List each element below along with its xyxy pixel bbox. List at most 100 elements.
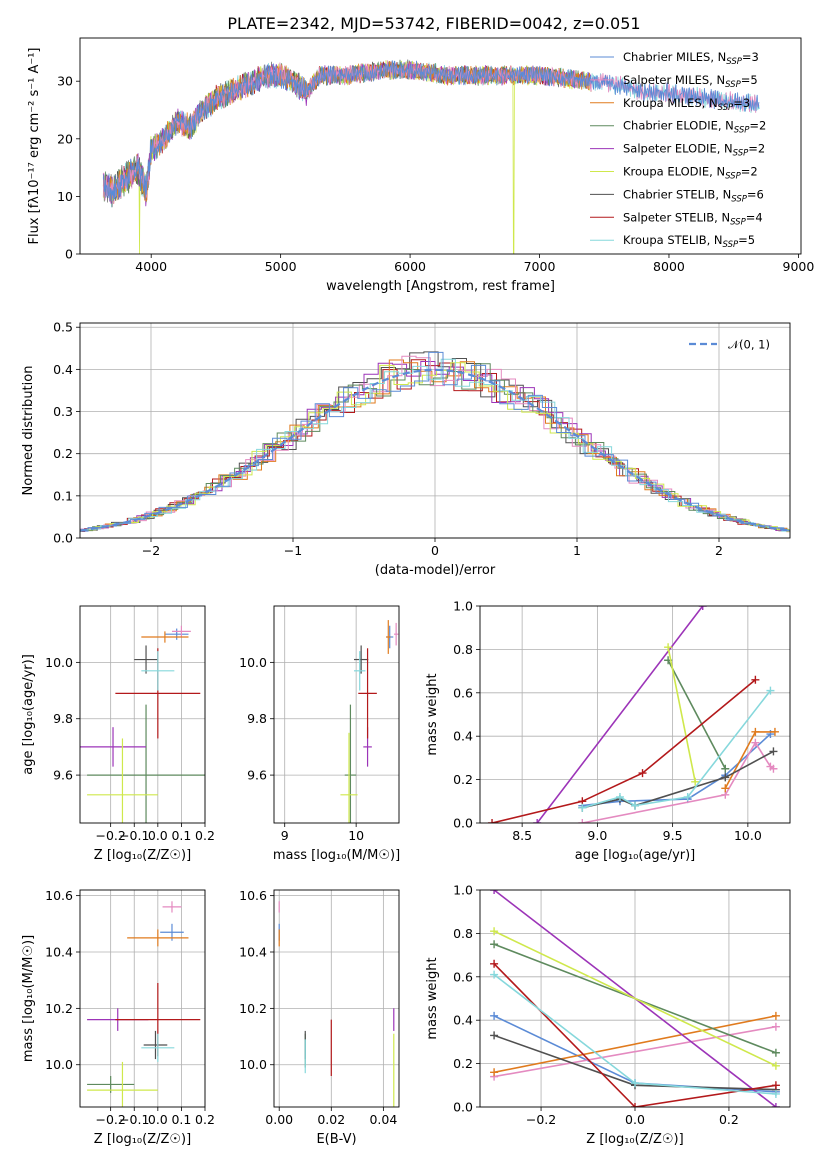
weight-marker (771, 1089, 780, 1098)
y-tick-label: 9.6 (247, 768, 267, 783)
x-axis-label: mass [log₁₀(M/M☉)] (273, 848, 400, 863)
legend-label: Chabrier MILES, NSSP=3 (623, 50, 759, 67)
legend-nssp-prefix: , N (707, 233, 723, 247)
x-tick-label: 4000 (135, 259, 167, 274)
x-tick-label: 0.0 (625, 1112, 645, 1127)
legend-name: Kroupa MILES (623, 96, 702, 110)
weight-marker (771, 1081, 780, 1090)
normal-curve (80, 368, 790, 532)
x-tick-label: 9.5 (663, 828, 683, 843)
weight-marker (770, 727, 779, 736)
y-tick-label: 10 (57, 189, 73, 204)
weight-marker (490, 927, 499, 936)
weight-marker (488, 819, 497, 823)
residuals-panel: −2 −1 0 1 2 0.0 0.1 0.2 0.3 0.4 0.5 (data-model)/er… (21, 320, 791, 578)
x-tick-label: 0.0 (148, 828, 168, 843)
axes-frame (79, 889, 206, 1108)
legend-nssp-prefix: , N (718, 119, 734, 133)
x-tick-label: 8000 (653, 259, 685, 274)
weight-marker (631, 1079, 639, 1088)
y-tick-label: 0.5 (53, 320, 73, 335)
y-tick-label: 0 (65, 247, 73, 262)
x-tick-label: 1 (573, 543, 581, 558)
weight-marker (751, 738, 760, 747)
axes-frame (79, 37, 802, 255)
x-tick-label: 0.0 (148, 1112, 168, 1127)
x-tick-label: 9 (281, 828, 289, 843)
legend-nssp-value: =5 (741, 73, 758, 87)
x-axis-label: Z [log₁₀(Z/Z☉)] (586, 1132, 683, 1147)
x-tick-label: 7000 (524, 259, 556, 274)
x-tick-label: 0.2 (195, 1112, 215, 1127)
mass-vs-ebv-panel: 0.00 0.02 0.04 10.0 10.2 10.4 10.6 E(B-V) (239, 888, 400, 1147)
axes-frame (479, 605, 791, 824)
legend-name: Salpeter MILES (623, 73, 709, 87)
weight-marker (751, 727, 760, 736)
legend-subscript: SSP (731, 194, 747, 204)
legend-nssp-prefix: , N (709, 73, 725, 87)
legend-nssp-prefix: , N (709, 165, 725, 179)
weight-marker (771, 1048, 780, 1057)
y-tick-label: 0.0 (453, 816, 473, 831)
legend-nssp-prefix: , N (717, 142, 733, 156)
y-tick-label: 10.0 (45, 1057, 73, 1072)
y-tick-label: 0.0 (453, 1100, 473, 1115)
legend-name: Chabrier ELODIE (623, 119, 718, 133)
y-tick-label: 0.0 (53, 531, 73, 546)
y-tick-label: 10.0 (239, 1057, 267, 1072)
x-tick-label: −0.2 (526, 1112, 556, 1127)
y-tick-label: 0.8 (453, 642, 473, 657)
legend-nssp-value: =5 (738, 233, 755, 247)
weight-marker (721, 764, 730, 773)
x-axis-label: E(B-V) (316, 1132, 356, 1147)
x-tick-label: −0.2 (95, 1112, 125, 1127)
weight-marker (771, 1103, 780, 1107)
legend-subscript: SSP (733, 149, 749, 159)
x-axis-label: Z [log₁₀(Z/Z☉)] (94, 848, 191, 863)
legend-subscript: SSP (723, 240, 739, 250)
weight-marker (490, 959, 499, 968)
y-tick-label: 10.2 (45, 1001, 73, 1016)
x-tick-label: 0.1 (171, 828, 191, 843)
weight-marker (769, 747, 778, 756)
weight-marker (771, 1022, 780, 1031)
y-tick-label: 10.4 (239, 945, 267, 960)
x-tick-label: −0.1 (119, 828, 149, 843)
legend-name: Salpeter ELODIE (623, 142, 717, 156)
x-tick-label: 2 (715, 543, 723, 558)
weight-marker (533, 819, 542, 823)
legend-name: Salpeter STELIB (623, 210, 714, 224)
x-tick-label: 0.00 (265, 1112, 293, 1127)
y-axis-label: mass weight (425, 673, 440, 755)
spectrum-line-5 (102, 60, 592, 254)
legend-subscript: SSP (725, 80, 741, 90)
weight-marker (751, 675, 760, 684)
plot-area (490, 890, 780, 1107)
weight-marker (490, 1031, 499, 1040)
y-axis-label: mass [log₁₀(M/M☉)] (21, 935, 36, 1062)
weight-marker (683, 792, 692, 801)
weight-marker (490, 1068, 499, 1077)
legend-nssp-value: =3 (742, 50, 759, 64)
legend-label: Kroupa STELIB, NSSP=5 (623, 233, 755, 250)
y-tick-label: 1.0 (453, 599, 473, 614)
weight-marker (490, 890, 499, 894)
weight-line-3 (667, 659, 727, 770)
weight-marker (631, 1103, 639, 1107)
mass-vs-metallicity-panel: −0.2−0.10.0 0.1 0.2 10.0 10.2 10.4 10.6 Z [log₁… (21, 888, 215, 1147)
x-tick-label: −0.1 (119, 1112, 149, 1127)
y-tick-label: 0.1 (53, 488, 73, 503)
legend-subscript: SSP (725, 172, 741, 182)
x-tick-label: 0.2 (195, 828, 215, 843)
x-axis-label: age [log₁₀(age/yr)] (575, 848, 696, 863)
age-vs-mass-panel: 9 10 9.6 9.8 10.0 mass [log₁₀(M/M☉)] (239, 605, 400, 863)
y-tick-label: 9.6 (53, 768, 73, 783)
y-tick-label: 10.2 (239, 1001, 267, 1016)
legend-label: Salpeter ELODIE, NSSP=2 (623, 142, 765, 159)
legend-label: Salpeter STELIB, NSSP=4 (623, 210, 763, 227)
legend-nssp-value: =4 (746, 210, 763, 224)
y-tick-label: 20 (57, 131, 73, 146)
normal-legend-label: 𝒩(0, 1) (728, 338, 770, 352)
legend-label: Kroupa MILES, NSSP=3 (623, 96, 750, 113)
